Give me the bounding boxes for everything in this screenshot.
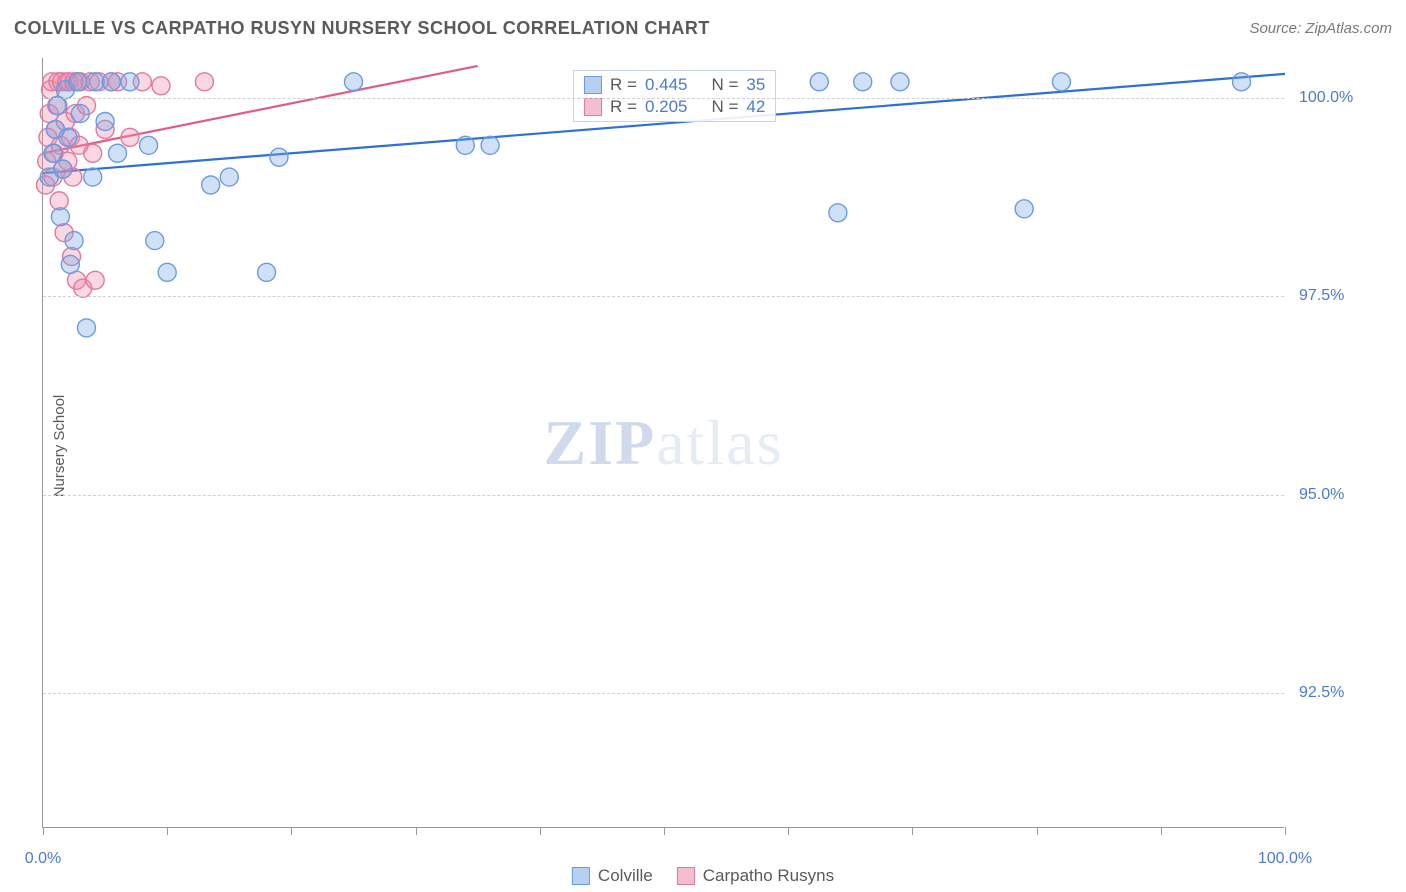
stat-row: R = 0.445 N = 35 bbox=[584, 75, 765, 95]
plot-area: ZIPatlas R =0.445N =35R =0.205N =42 92.5… bbox=[42, 58, 1284, 828]
y-tick-label: 92.5% bbox=[1299, 684, 1344, 702]
source-label: Source: ZipAtlas.com bbox=[1249, 20, 1392, 37]
data-point bbox=[69, 73, 87, 91]
data-point bbox=[481, 136, 499, 154]
data-point bbox=[84, 144, 102, 162]
data-point bbox=[54, 160, 72, 178]
x-tick bbox=[1285, 827, 1286, 835]
x-tick-label: 100.0% bbox=[1258, 850, 1312, 868]
data-point bbox=[220, 168, 238, 186]
legend: Colville Carpatho Rusyns bbox=[572, 866, 834, 886]
x-tick bbox=[1037, 827, 1038, 835]
series-swatch bbox=[584, 98, 602, 116]
y-tick-label: 100.0% bbox=[1299, 89, 1353, 107]
data-point bbox=[810, 73, 828, 91]
data-point bbox=[51, 208, 69, 226]
x-tick bbox=[43, 827, 44, 835]
data-point bbox=[195, 73, 213, 91]
legend-item: Carpatho Rusyns bbox=[677, 866, 834, 886]
n-label: N = bbox=[711, 97, 738, 117]
data-point bbox=[202, 176, 220, 194]
data-point bbox=[258, 263, 276, 281]
n-value: 42 bbox=[746, 97, 765, 117]
gridline bbox=[43, 98, 1284, 99]
data-point bbox=[109, 144, 127, 162]
series-swatch bbox=[677, 867, 695, 885]
data-point bbox=[829, 204, 847, 222]
stat-row: R = 0.205 N = 42 bbox=[584, 97, 765, 117]
data-point bbox=[44, 144, 62, 162]
data-point bbox=[86, 271, 104, 289]
data-point bbox=[61, 255, 79, 273]
x-tick bbox=[167, 827, 168, 835]
x-tick bbox=[1161, 827, 1162, 835]
x-tick bbox=[540, 827, 541, 835]
x-tick-label: 0.0% bbox=[25, 850, 61, 868]
data-point bbox=[71, 105, 89, 123]
data-point bbox=[854, 73, 872, 91]
series-swatch bbox=[572, 867, 590, 885]
y-tick-label: 97.5% bbox=[1299, 287, 1344, 305]
data-point bbox=[1052, 73, 1070, 91]
x-tick bbox=[664, 827, 665, 835]
data-point bbox=[345, 73, 363, 91]
data-point bbox=[59, 128, 77, 146]
data-point bbox=[1233, 73, 1251, 91]
gridline bbox=[43, 296, 1284, 297]
x-tick bbox=[912, 827, 913, 835]
data-point bbox=[146, 232, 164, 250]
data-point bbox=[84, 168, 102, 186]
n-label: N = bbox=[711, 75, 738, 95]
legend-label: Carpatho Rusyns bbox=[703, 866, 834, 886]
data-point bbox=[270, 148, 288, 166]
data-point bbox=[77, 319, 95, 337]
chart-svg bbox=[43, 58, 1284, 827]
legend-item: Colville bbox=[572, 866, 653, 886]
r-label: R = bbox=[610, 97, 637, 117]
gridline bbox=[43, 495, 1284, 496]
data-point bbox=[96, 113, 114, 131]
series-swatch bbox=[584, 76, 602, 94]
stats-box: R = 0.445 N = 35 R = 0.205 N = 42 bbox=[573, 70, 776, 122]
data-point bbox=[121, 128, 139, 146]
r-value: 0.445 bbox=[645, 75, 688, 95]
x-tick bbox=[788, 827, 789, 835]
legend-label: Colville bbox=[598, 866, 653, 886]
data-point bbox=[86, 73, 104, 91]
r-value: 0.205 bbox=[645, 97, 688, 117]
data-point bbox=[456, 136, 474, 154]
data-point bbox=[891, 73, 909, 91]
chart-title: COLVILLE VS CARPATHO RUSYN NURSERY SCHOO… bbox=[14, 18, 710, 39]
r-label: R = bbox=[610, 75, 637, 95]
chart-header: COLVILLE VS CARPATHO RUSYN NURSERY SCHOO… bbox=[14, 18, 1392, 39]
data-point bbox=[140, 136, 158, 154]
x-tick bbox=[291, 827, 292, 835]
gridline bbox=[43, 693, 1284, 694]
data-point bbox=[121, 73, 139, 91]
data-point bbox=[102, 73, 120, 91]
x-tick bbox=[416, 827, 417, 835]
y-tick-label: 95.0% bbox=[1299, 486, 1344, 504]
data-point bbox=[65, 232, 83, 250]
data-point bbox=[158, 263, 176, 281]
data-point bbox=[1015, 200, 1033, 218]
data-point bbox=[152, 77, 170, 95]
n-value: 35 bbox=[746, 75, 765, 95]
